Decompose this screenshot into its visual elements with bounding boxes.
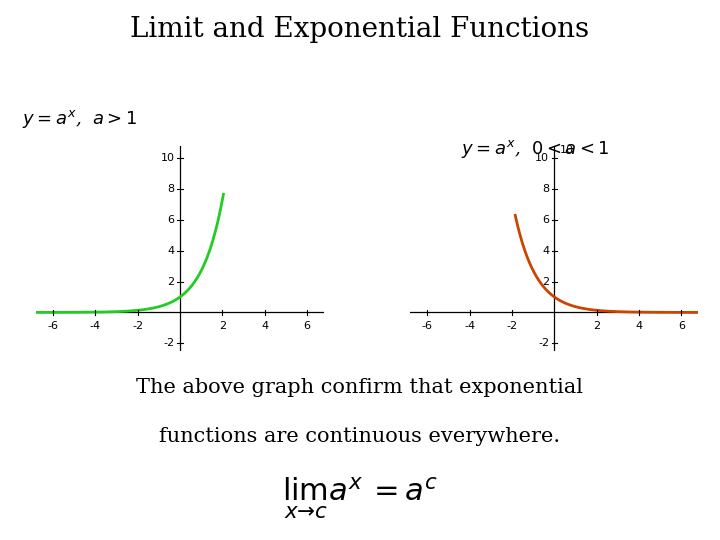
Text: 8: 8	[168, 184, 175, 194]
Text: -6: -6	[422, 321, 433, 331]
Text: 6: 6	[304, 321, 310, 331]
Text: 2: 2	[168, 276, 175, 287]
Text: -2: -2	[163, 338, 175, 348]
Text: $y = a^{x}$,  $a > 1$: $y = a^{x}$, $a > 1$	[22, 108, 137, 130]
Text: 4: 4	[636, 321, 643, 331]
Text: -6: -6	[48, 321, 58, 331]
Text: 6: 6	[678, 321, 685, 331]
Text: 8: 8	[542, 184, 549, 194]
Text: 2: 2	[593, 321, 600, 331]
Text: 10: 10	[559, 145, 574, 155]
Text: -2: -2	[132, 321, 143, 331]
Text: 2: 2	[219, 321, 226, 331]
Text: 4: 4	[168, 246, 175, 256]
Text: Limit and Exponential Functions: Limit and Exponential Functions	[130, 16, 590, 43]
Text: -2: -2	[506, 321, 518, 331]
Text: $\lim_{x \to c} a^x = a^c$: $\lim_{x \to c} a^x = a^c$	[282, 475, 438, 521]
Text: 4: 4	[542, 246, 549, 256]
Text: 2: 2	[542, 276, 549, 287]
Text: 6: 6	[542, 215, 549, 225]
Text: -2: -2	[538, 338, 549, 348]
Text: 6: 6	[168, 215, 175, 225]
Text: functions are continuous everywhere.: functions are continuous everywhere.	[159, 427, 561, 446]
Text: -4: -4	[90, 321, 101, 331]
Text: 4: 4	[261, 321, 269, 331]
Text: 10: 10	[161, 153, 175, 163]
Text: -4: -4	[464, 321, 475, 331]
Text: $y = a^{x}$,  $0 < a < 1$: $y = a^{x}$, $0 < a < 1$	[461, 138, 609, 160]
Text: The above graph confirm that exponential: The above graph confirm that exponential	[137, 378, 583, 397]
Text: 10: 10	[535, 153, 549, 163]
